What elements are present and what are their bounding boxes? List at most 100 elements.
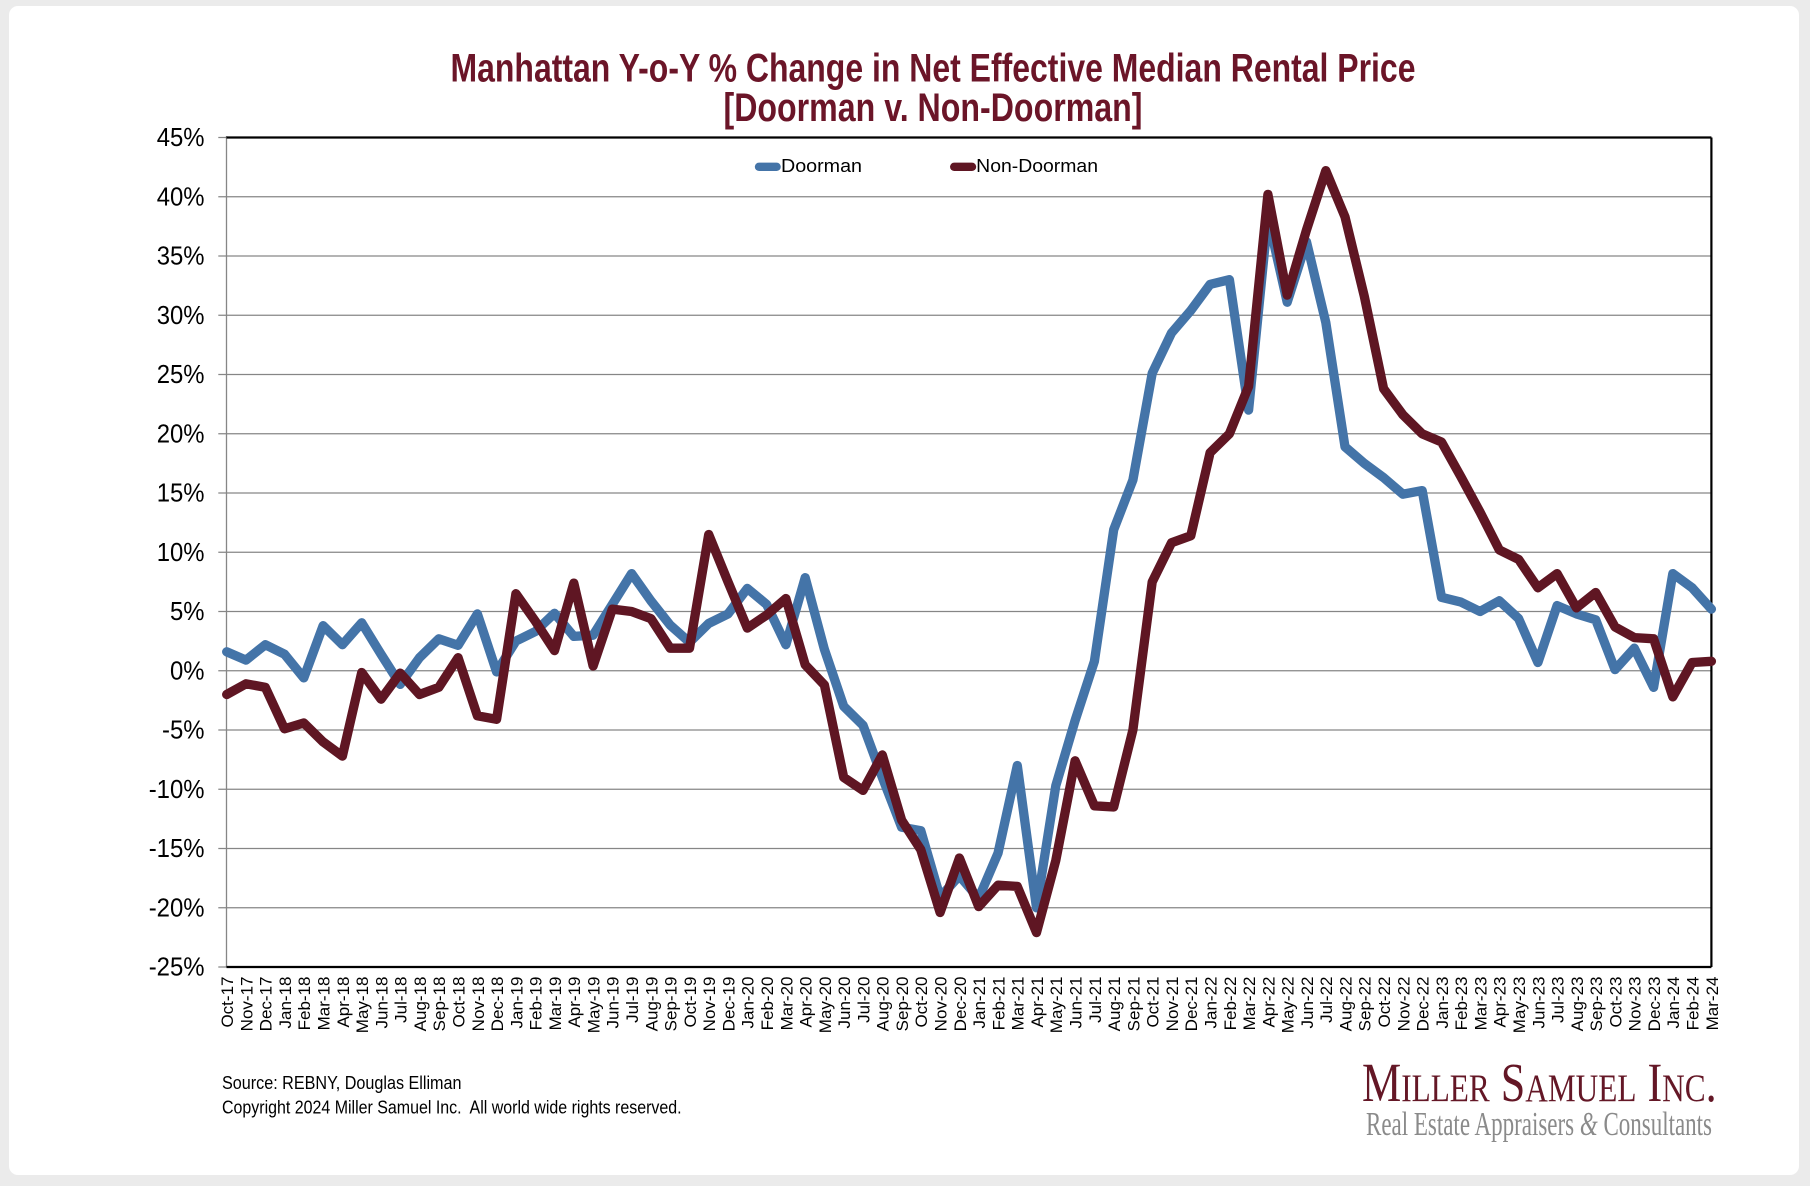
svg-text:Aug-22: Aug-22	[1336, 977, 1355, 1032]
svg-text:Sep-18: Sep-18	[430, 977, 449, 1032]
svg-text:Jun-19: Jun-19	[604, 977, 623, 1029]
svg-text:Copyright 2024 Miller Samuel I: Copyright 2024 Miller Samuel Inc. All wo…	[222, 1096, 682, 1117]
svg-text:40%: 40%	[157, 181, 205, 211]
svg-text:Jan-23: Jan-23	[1433, 977, 1452, 1029]
svg-text:Mar-19: Mar-19	[546, 977, 565, 1031]
svg-text:Dec-21: Dec-21	[1182, 977, 1201, 1032]
svg-text:Mar-20: Mar-20	[777, 977, 796, 1031]
svg-text:May-19: May-19	[585, 977, 604, 1034]
svg-text:Apr-23: Apr-23	[1491, 977, 1510, 1028]
svg-text:May-21: May-21	[1047, 977, 1066, 1034]
svg-text:Real Estate Appraisers & Consu: Real Estate Appraisers & Consultants	[1366, 1106, 1712, 1143]
svg-text:Sep-19: Sep-19	[662, 977, 681, 1032]
svg-text:Jan-18: Jan-18	[276, 977, 295, 1029]
svg-text:Dec-23: Dec-23	[1645, 977, 1664, 1032]
svg-text:30%: 30%	[157, 300, 205, 330]
svg-text:Jul-22: Jul-22	[1317, 977, 1336, 1023]
svg-text:Doorman: Doorman	[781, 156, 862, 176]
svg-text:Nov-17: Nov-17	[237, 977, 256, 1032]
svg-text:-10%: -10%	[149, 774, 205, 804]
svg-text:Jul-23: Jul-23	[1549, 977, 1568, 1023]
svg-text:Jul-18: Jul-18	[392, 977, 411, 1023]
svg-text:Feb-22: Feb-22	[1221, 977, 1240, 1031]
svg-text:Mar-22: Mar-22	[1240, 977, 1259, 1031]
svg-text:45%: 45%	[157, 122, 205, 152]
svg-text:Sep-20: Sep-20	[893, 977, 912, 1032]
svg-text:Jun-23: Jun-23	[1529, 977, 1548, 1029]
svg-text:Mar-21: Mar-21	[1009, 976, 1028, 1030]
svg-text:Aug-20: Aug-20	[874, 977, 893, 1032]
svg-text:Nov-19: Nov-19	[700, 977, 719, 1032]
svg-text:Mar-24: Mar-24	[1703, 977, 1722, 1031]
svg-text:35%: 35%	[157, 241, 205, 271]
svg-text:[Doorman v. Non-Doorman]: [Doorman v. Non-Doorman]	[724, 86, 1143, 130]
svg-text:Jul-20: Jul-20	[854, 977, 873, 1023]
svg-text:Oct-18: Oct-18	[450, 977, 469, 1028]
svg-text:May-20: May-20	[816, 977, 835, 1034]
svg-text:Feb-20: Feb-20	[758, 977, 777, 1031]
svg-text:Feb-19: Feb-19	[527, 977, 546, 1031]
svg-text:Nov-22: Nov-22	[1394, 977, 1413, 1032]
svg-text:Apr-20: Apr-20	[797, 977, 816, 1028]
svg-text:Apr-21: Apr-21	[1028, 977, 1047, 1028]
svg-text:Jan-19: Jan-19	[507, 977, 526, 1029]
svg-text:Miller Samuel Inc.: Miller Samuel Inc.	[1362, 1052, 1717, 1113]
svg-text:Dec-17: Dec-17	[257, 977, 276, 1032]
svg-text:Feb-18: Feb-18	[295, 977, 314, 1031]
svg-text:Oct-21: Oct-21	[1144, 977, 1163, 1028]
svg-text:May-22: May-22	[1279, 977, 1298, 1034]
svg-text:Oct-20: Oct-20	[912, 977, 931, 1028]
svg-text:Source: REBNY, Douglas Elliman: Source: REBNY, Douglas Elliman	[222, 1072, 462, 1093]
svg-text:Non-Doorman: Non-Doorman	[976, 156, 1098, 176]
svg-text:May-18: May-18	[353, 977, 372, 1034]
svg-text:0%: 0%	[170, 656, 205, 686]
svg-text:-25%: -25%	[149, 952, 205, 982]
svg-text:Jan-22: Jan-22	[1202, 977, 1221, 1029]
svg-text:Oct-17: Oct-17	[218, 977, 237, 1028]
svg-text:Dec-19: Dec-19	[719, 977, 738, 1032]
svg-text:Jun-20: Jun-20	[835, 977, 854, 1029]
svg-text:5%: 5%	[170, 596, 205, 626]
svg-text:25%: 25%	[157, 359, 205, 389]
svg-text:20%: 20%	[157, 418, 205, 448]
svg-text:Aug-18: Aug-18	[411, 977, 430, 1032]
svg-text:Oct-19: Oct-19	[681, 977, 700, 1028]
svg-text:May-23: May-23	[1510, 977, 1529, 1034]
svg-text:Feb-21: Feb-21	[989, 977, 1008, 1031]
svg-text:Feb-23: Feb-23	[1452, 977, 1471, 1031]
svg-text:Dec-20: Dec-20	[951, 977, 970, 1032]
svg-text:Nov-18: Nov-18	[469, 977, 488, 1032]
svg-text:Aug-23: Aug-23	[1568, 977, 1587, 1032]
svg-text:Dec-22: Dec-22	[1414, 977, 1433, 1032]
svg-text:10%: 10%	[157, 537, 205, 567]
svg-text:-20%: -20%	[149, 893, 205, 923]
svg-text:Dec-18: Dec-18	[488, 977, 507, 1032]
svg-text:Nov-21: Nov-21	[1163, 977, 1182, 1032]
svg-text:Jan-24: Jan-24	[1664, 977, 1683, 1029]
svg-text:Jul-19: Jul-19	[623, 977, 642, 1023]
svg-text:Apr-22: Apr-22	[1259, 977, 1278, 1028]
svg-text:15%: 15%	[157, 478, 205, 508]
svg-text:Nov-20: Nov-20	[932, 977, 951, 1032]
svg-text:Jan-20: Jan-20	[739, 977, 758, 1029]
svg-text:Aug-21: Aug-21	[1105, 977, 1124, 1032]
svg-text:Nov-23: Nov-23	[1626, 977, 1645, 1032]
svg-text:Sep-21: Sep-21	[1124, 977, 1143, 1032]
svg-text:Jun-21: Jun-21	[1067, 977, 1086, 1029]
svg-text:-5%: -5%	[162, 715, 205, 745]
svg-text:Jun-18: Jun-18	[372, 977, 391, 1029]
svg-text:Feb-24: Feb-24	[1684, 977, 1703, 1031]
svg-text:Apr-19: Apr-19	[565, 977, 584, 1028]
svg-text:Oct-23: Oct-23	[1606, 977, 1625, 1028]
svg-text:Manhattan Y-o-Y % Change in Ne: Manhattan Y-o-Y % Change in Net Effectiv…	[451, 47, 1416, 91]
svg-text:Aug-19: Aug-19	[642, 977, 661, 1032]
svg-text:Mar-18: Mar-18	[315, 977, 334, 1031]
svg-text:Sep-22: Sep-22	[1356, 977, 1375, 1032]
svg-text:Sep-23: Sep-23	[1587, 977, 1606, 1032]
svg-text:Jan-21: Jan-21	[970, 977, 989, 1029]
svg-text:Jul-21: Jul-21	[1086, 977, 1105, 1023]
svg-text:Apr-18: Apr-18	[334, 977, 353, 1028]
svg-text:-15%: -15%	[149, 833, 205, 863]
svg-text:Oct-22: Oct-22	[1375, 977, 1394, 1028]
svg-text:Mar-23: Mar-23	[1471, 977, 1490, 1031]
